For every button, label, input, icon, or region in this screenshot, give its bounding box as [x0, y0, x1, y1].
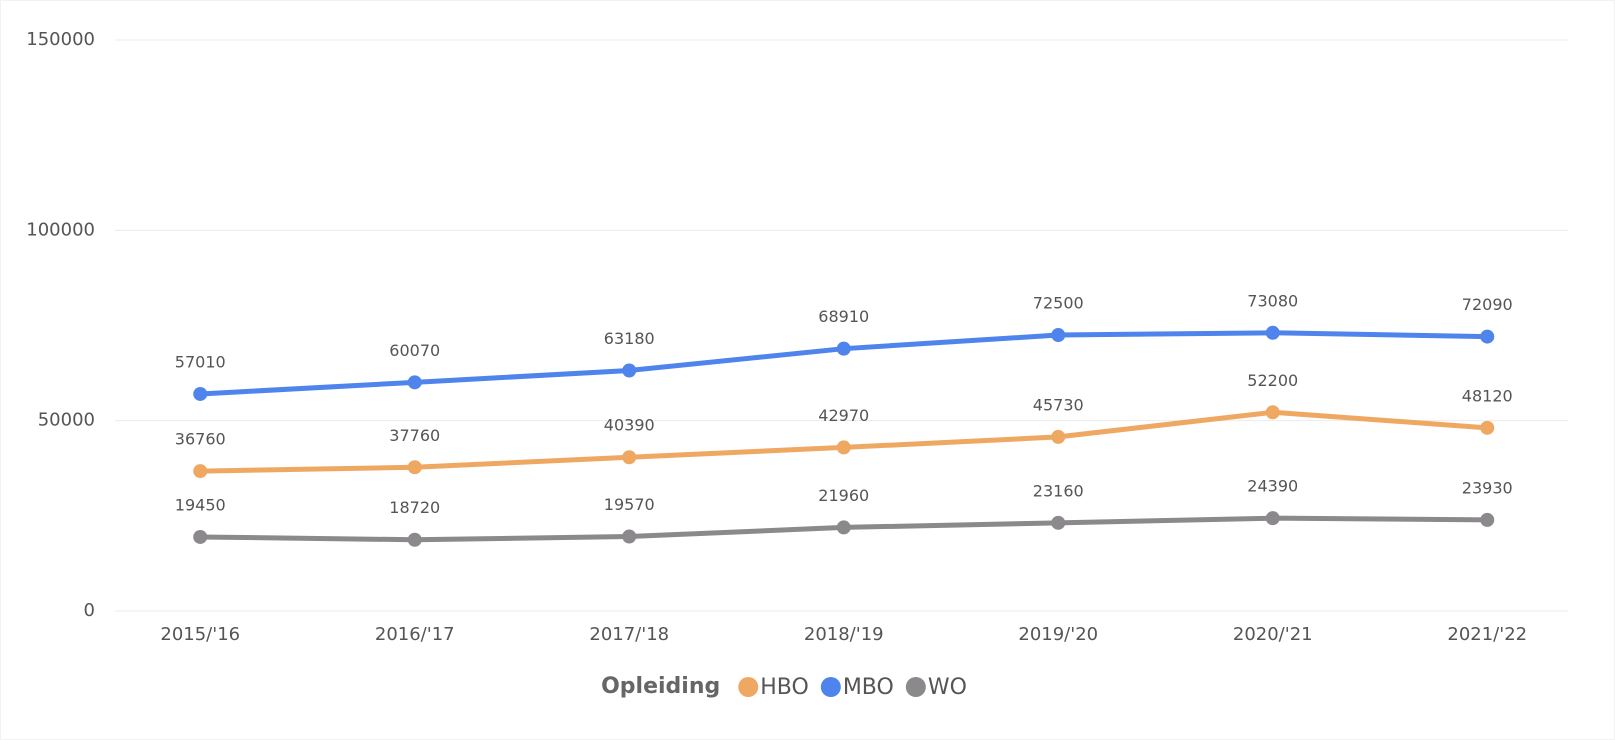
- data-point: [1480, 512, 1495, 527]
- data-label: 73080: [1247, 291, 1298, 310]
- data-point: [1265, 511, 1280, 526]
- data-point: [622, 529, 637, 544]
- x-tick-label: 2017/'18: [589, 624, 669, 645]
- data-point: [836, 520, 851, 535]
- data-label: 18720: [389, 498, 440, 517]
- data-point: [193, 529, 208, 544]
- data-label: 48120: [1462, 386, 1513, 405]
- legend-label: HBO: [760, 675, 809, 700]
- data-point: [1051, 328, 1066, 343]
- data-label: 63180: [604, 329, 655, 348]
- data-label: 45730: [1033, 395, 1084, 414]
- data-label: 19450: [175, 495, 226, 514]
- data-point: [1480, 420, 1495, 435]
- data-label: 57010: [175, 352, 226, 371]
- data-label: 19570: [604, 495, 655, 514]
- y-tick-label: 150000: [26, 29, 95, 50]
- data-label: 23160: [1033, 481, 1084, 500]
- data-point: [193, 464, 208, 479]
- data-label: 72500: [1033, 294, 1084, 313]
- data-point: [622, 450, 637, 465]
- x-tick-label: 2020/'21: [1233, 624, 1313, 645]
- y-tick-label: 0: [84, 600, 95, 621]
- data-label: 23930: [1462, 478, 1513, 497]
- data-label: 68910: [818, 307, 869, 326]
- legend-marker: [738, 677, 759, 697]
- x-tick-label: 2015/'16: [160, 624, 240, 645]
- x-tick-label: 2019/'20: [1018, 624, 1098, 645]
- data-point: [407, 532, 422, 547]
- data-label: 36760: [175, 430, 226, 449]
- legend-title: Opleiding: [601, 674, 720, 699]
- data-point: [1265, 325, 1280, 340]
- data-label: 72090: [1462, 295, 1513, 314]
- data-point: [1051, 515, 1066, 530]
- data-label: 42970: [818, 406, 869, 425]
- data-point: [1265, 405, 1280, 420]
- data-point: [622, 363, 637, 378]
- data-label: 21960: [818, 486, 869, 505]
- data-point: [836, 341, 851, 356]
- legend-label: MBO: [843, 675, 894, 700]
- data-point: [836, 440, 851, 455]
- data-label: 40390: [604, 416, 655, 435]
- data-point: [407, 460, 422, 475]
- y-tick-label: 100000: [26, 219, 95, 240]
- y-tick-label: 50000: [38, 410, 95, 431]
- data-label: 60070: [389, 341, 440, 360]
- data-label: 52200: [1247, 371, 1298, 390]
- x-tick-label: 2021/'22: [1447, 624, 1527, 645]
- data-label: 37760: [389, 426, 440, 445]
- data-point: [407, 375, 422, 390]
- legend-label: WO: [928, 675, 967, 700]
- legend-marker: [820, 677, 841, 697]
- data-label: 24390: [1247, 477, 1298, 496]
- legend-marker: [905, 677, 926, 697]
- x-tick-label: 2016/'17: [375, 624, 455, 645]
- x-tick-label: 2018/'19: [804, 624, 884, 645]
- data-point: [1051, 429, 1066, 444]
- data-point: [1480, 329, 1495, 344]
- data-point: [193, 386, 208, 401]
